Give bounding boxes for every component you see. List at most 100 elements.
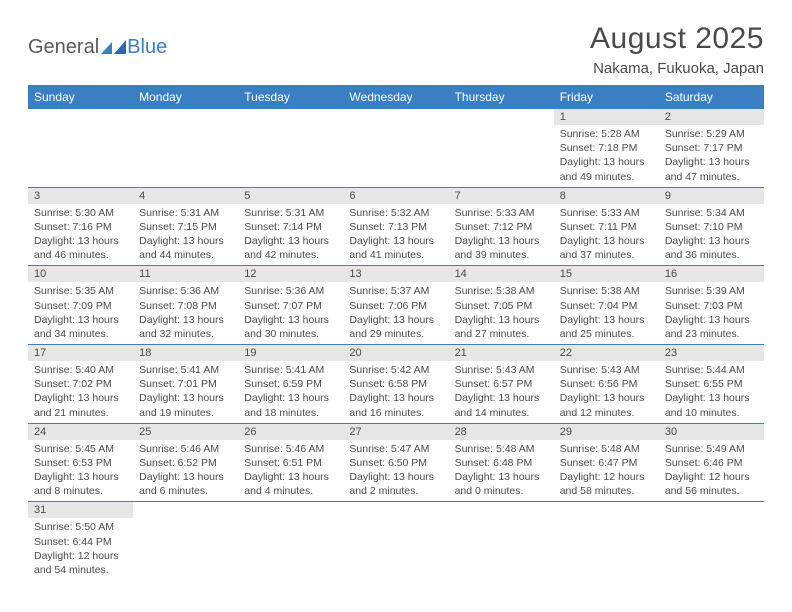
day-details: Sunrise: 5:40 AMSunset: 7:02 PMDaylight:… — [28, 361, 133, 423]
sunrise-text: Sunrise: 5:36 AM — [139, 284, 232, 298]
sunset-text: Sunset: 6:57 PM — [455, 377, 548, 391]
sunset-text: Sunset: 7:17 PM — [665, 141, 758, 155]
sunrise-text: Sunrise: 5:44 AM — [665, 363, 758, 377]
calendar-cell — [554, 502, 659, 580]
sunset-text: Sunset: 7:04 PM — [560, 299, 653, 313]
sunrise-text: Sunrise: 5:41 AM — [244, 363, 337, 377]
location-subtitle: Nakama, Fukuoka, Japan — [590, 60, 764, 77]
day-number: 31 — [28, 502, 133, 518]
day-number: 7 — [449, 188, 554, 204]
sunset-text: Sunset: 7:07 PM — [244, 299, 337, 313]
logo-text-2: Blue — [127, 36, 167, 59]
daylight-text-2: and 30 minutes. — [244, 327, 337, 341]
calendar-cell: 1Sunrise: 5:28 AMSunset: 7:18 PMDaylight… — [554, 109, 659, 187]
sunset-text: Sunset: 7:10 PM — [665, 220, 758, 234]
logo: General Blue — [28, 22, 167, 59]
daylight-text-1: Daylight: 13 hours — [455, 234, 548, 248]
calendar-cell — [449, 502, 554, 580]
daylight-text-2: and 37 minutes. — [560, 248, 653, 262]
sunset-text: Sunset: 6:48 PM — [455, 456, 548, 470]
sunrise-text: Sunrise: 5:33 AM — [560, 206, 653, 220]
day-details: Sunrise: 5:28 AMSunset: 7:18 PMDaylight:… — [554, 125, 659, 187]
calendar-cell — [343, 109, 448, 187]
page-title: August 2025 — [590, 22, 764, 56]
daylight-text-1: Daylight: 13 hours — [560, 391, 653, 405]
day-number: 9 — [659, 188, 764, 204]
daylight-text-1: Daylight: 13 hours — [665, 391, 758, 405]
calendar-body: 1Sunrise: 5:28 AMSunset: 7:18 PMDaylight… — [28, 109, 764, 580]
day-details: Sunrise: 5:33 AMSunset: 7:11 PMDaylight:… — [554, 204, 659, 266]
day-details: Sunrise: 5:49 AMSunset: 6:46 PMDaylight:… — [659, 440, 764, 502]
day-number: 6 — [343, 188, 448, 204]
day-details: Sunrise: 5:46 AMSunset: 6:52 PMDaylight:… — [133, 440, 238, 502]
sunrise-text: Sunrise: 5:35 AM — [34, 284, 127, 298]
day-number: 11 — [133, 266, 238, 282]
weekday-header: Friday — [554, 85, 659, 109]
weekday-header: Wednesday — [343, 85, 448, 109]
calendar-cell: 23Sunrise: 5:44 AMSunset: 6:55 PMDayligh… — [659, 345, 764, 424]
calendar-cell: 22Sunrise: 5:43 AMSunset: 6:56 PMDayligh… — [554, 345, 659, 424]
calendar-cell: 31Sunrise: 5:50 AMSunset: 6:44 PMDayligh… — [28, 502, 133, 580]
daylight-text-2: and 19 minutes. — [139, 406, 232, 420]
calendar-cell: 13Sunrise: 5:37 AMSunset: 7:06 PMDayligh… — [343, 266, 448, 345]
day-details: Sunrise: 5:44 AMSunset: 6:55 PMDaylight:… — [659, 361, 764, 423]
weekday-header: Monday — [133, 85, 238, 109]
day-number: 17 — [28, 345, 133, 361]
daylight-text-1: Daylight: 12 hours — [34, 549, 127, 563]
day-details: Sunrise: 5:41 AMSunset: 6:59 PMDaylight:… — [238, 361, 343, 423]
daylight-text-2: and 23 minutes. — [665, 327, 758, 341]
day-details: Sunrise: 5:35 AMSunset: 7:09 PMDaylight:… — [28, 282, 133, 344]
day-details: Sunrise: 5:50 AMSunset: 6:44 PMDaylight:… — [28, 518, 133, 580]
day-details: Sunrise: 5:46 AMSunset: 6:51 PMDaylight:… — [238, 440, 343, 502]
sunrise-text: Sunrise: 5:41 AM — [139, 363, 232, 377]
sunrise-text: Sunrise: 5:48 AM — [560, 442, 653, 456]
day-number: 29 — [554, 424, 659, 440]
daylight-text-1: Daylight: 13 hours — [34, 234, 127, 248]
calendar-cell: 28Sunrise: 5:48 AMSunset: 6:48 PMDayligh… — [449, 423, 554, 502]
day-number: 3 — [28, 188, 133, 204]
day-number: 30 — [659, 424, 764, 440]
sunset-text: Sunset: 6:59 PM — [244, 377, 337, 391]
calendar-cell — [28, 109, 133, 187]
calendar-cell: 6Sunrise: 5:32 AMSunset: 7:13 PMDaylight… — [343, 187, 448, 266]
sunset-text: Sunset: 6:44 PM — [34, 535, 127, 549]
day-details: Sunrise: 5:39 AMSunset: 7:03 PMDaylight:… — [659, 282, 764, 344]
weekday-header-row: Sunday Monday Tuesday Wednesday Thursday… — [28, 85, 764, 109]
day-number: 5 — [238, 188, 343, 204]
daylight-text-1: Daylight: 13 hours — [349, 391, 442, 405]
logo-sail-icon — [101, 40, 127, 54]
sunrise-text: Sunrise: 5:31 AM — [244, 206, 337, 220]
daylight-text-1: Daylight: 13 hours — [455, 470, 548, 484]
day-details: Sunrise: 5:34 AMSunset: 7:10 PMDaylight:… — [659, 204, 764, 266]
daylight-text-2: and 36 minutes. — [665, 248, 758, 262]
sunset-text: Sunset: 7:01 PM — [139, 377, 232, 391]
daylight-text-1: Daylight: 13 hours — [34, 391, 127, 405]
weekday-header: Tuesday — [238, 85, 343, 109]
daylight-text-2: and 49 minutes. — [560, 170, 653, 184]
sunrise-text: Sunrise: 5:50 AM — [34, 520, 127, 534]
day-number: 20 — [343, 345, 448, 361]
calendar-cell: 10Sunrise: 5:35 AMSunset: 7:09 PMDayligh… — [28, 266, 133, 345]
day-details: Sunrise: 5:45 AMSunset: 6:53 PMDaylight:… — [28, 440, 133, 502]
sunrise-text: Sunrise: 5:37 AM — [349, 284, 442, 298]
day-number: 4 — [133, 188, 238, 204]
daylight-text-1: Daylight: 13 hours — [349, 470, 442, 484]
day-details: Sunrise: 5:42 AMSunset: 6:58 PMDaylight:… — [343, 361, 448, 423]
day-number: 23 — [659, 345, 764, 361]
day-number: 28 — [449, 424, 554, 440]
title-block: August 2025 Nakama, Fukuoka, Japan — [590, 22, 764, 77]
day-details: Sunrise: 5:48 AMSunset: 6:47 PMDaylight:… — [554, 440, 659, 502]
daylight-text-1: Daylight: 12 hours — [560, 470, 653, 484]
calendar-table: Sunday Monday Tuesday Wednesday Thursday… — [28, 85, 764, 580]
daylight-text-2: and 29 minutes. — [349, 327, 442, 341]
sunset-text: Sunset: 7:18 PM — [560, 141, 653, 155]
calendar-cell: 25Sunrise: 5:46 AMSunset: 6:52 PMDayligh… — [133, 423, 238, 502]
day-number: 1 — [554, 109, 659, 125]
sunset-text: Sunset: 6:58 PM — [349, 377, 442, 391]
day-details: Sunrise: 5:31 AMSunset: 7:15 PMDaylight:… — [133, 204, 238, 266]
sunrise-text: Sunrise: 5:34 AM — [665, 206, 758, 220]
weekday-header: Saturday — [659, 85, 764, 109]
daylight-text-1: Daylight: 13 hours — [560, 313, 653, 327]
header: General Blue August 2025 Nakama, Fukuoka… — [28, 22, 764, 77]
daylight-text-1: Daylight: 13 hours — [455, 313, 548, 327]
